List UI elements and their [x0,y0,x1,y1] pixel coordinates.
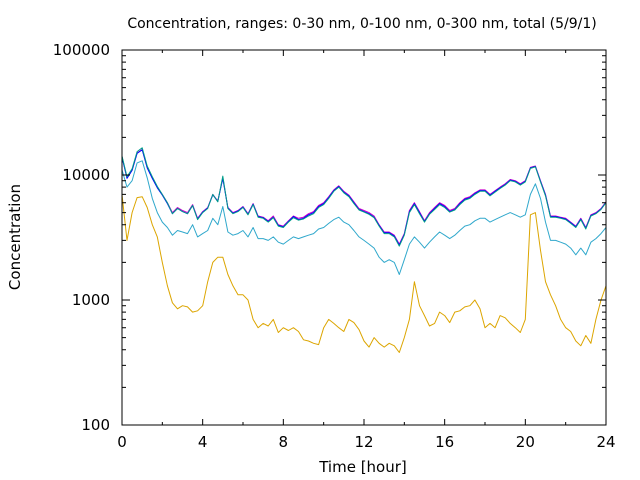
y-axis-label: Concentration [6,184,24,290]
ticks-layer: 0 4 8 12 16 20 24 100 1000 10000 100000 [53,41,616,451]
x-tick-label: 20 [516,433,535,451]
y-tick-label: 100 [81,416,110,434]
y-tick-label: 1000 [72,291,110,309]
y-tick-label: 10000 [62,166,110,184]
x-tick-label: 16 [435,433,454,451]
x-tick-label: 8 [279,433,289,451]
x-tick-label: 4 [198,433,208,451]
chart-title: Concentration, ranges: 0-30 nm, 0-100 nm… [127,16,596,32]
series-line-2 [121,147,607,247]
x-tick-label: 12 [354,433,373,451]
x-tick-label: 24 [596,433,615,451]
y-tick-label: 100000 [53,41,110,59]
x-axis-label: Time [hour] [318,458,407,476]
series-layer [121,147,607,353]
series-line-3 [121,160,607,275]
series-line-4 [121,194,607,353]
x-tick-label: 0 [117,433,127,451]
